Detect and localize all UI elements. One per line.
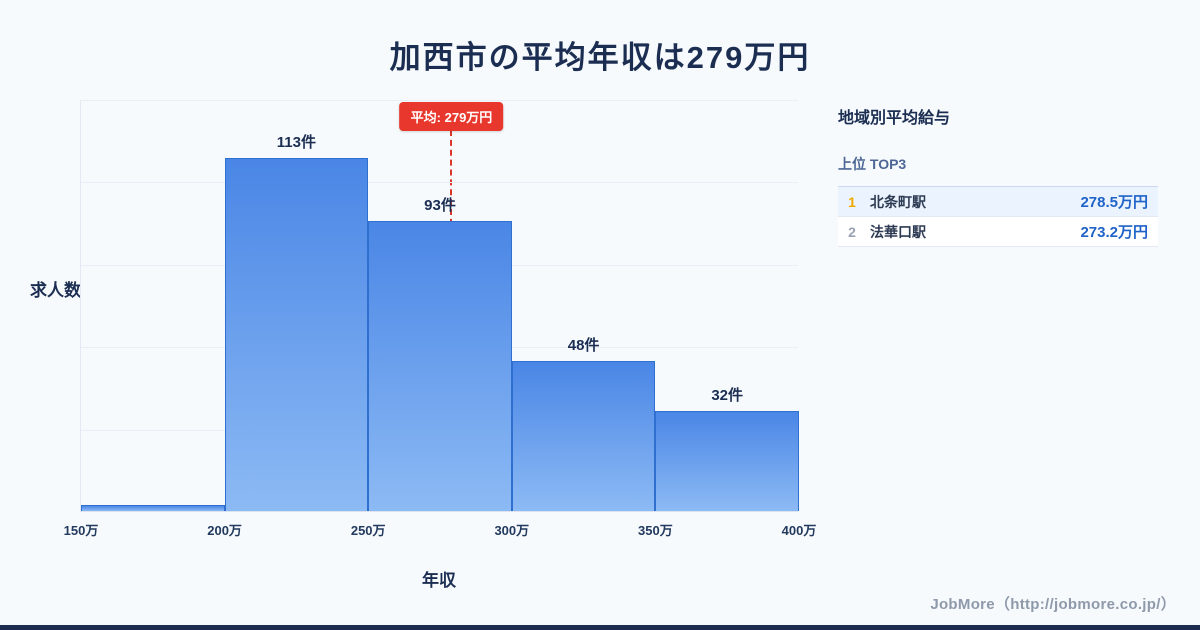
histogram-bar-350万-400万 — [655, 411, 799, 511]
x-tick-label: 400万 — [781, 523, 817, 538]
x-tick-label: 350万 — [638, 523, 673, 538]
x-tick-label: 250万 — [350, 523, 386, 538]
histogram-bar-200万-250万 — [224, 158, 369, 511]
salary-value: 278.5万円 — [1080, 194, 1148, 211]
sidebar: 地域別平均給与 上位 TOP3 1 北条町駅 278.5万円 2 法華口駅 273.2万円 — [838, 104, 1158, 247]
ranking-row: 2 法華口駅 273.2万円 — [838, 217, 1158, 247]
plot-area: 平均: 279万円 113件 93件 48件 32件 150万 200万 250万 300万 3… — [64, 100, 816, 538]
ranking-row: 1 北条町駅 278.5万円 — [838, 187, 1158, 217]
ranking-table: 1 北条町駅 278.5万円 2 法華口駅 273.2万円 — [838, 186, 1158, 247]
station-name: 北条町駅 — [870, 193, 926, 210]
bar-value-label: 93件 — [424, 196, 456, 214]
salary-value: 273.2万円 — [1080, 224, 1148, 241]
histogram-bar-150万-200万 — [81, 504, 225, 511]
footer-bar — [0, 625, 1200, 630]
sidebar-subheading: 上位 TOP3 — [838, 156, 907, 172]
average-badge: 平均: 279万円 — [399, 102, 504, 131]
bar-value-label: 32件 — [711, 387, 744, 405]
bar-value-label: 113件 — [276, 134, 316, 152]
sidebar-heading: 地域別平均給与 — [838, 110, 951, 127]
x-tick-label: 300万 — [494, 523, 530, 538]
x-axis-label: 年収 — [422, 571, 456, 590]
y-axis-label: 求人数 — [30, 281, 81, 300]
gridline — [81, 182, 798, 184]
station-name: 法華口駅 — [870, 223, 926, 240]
x-tick-label: 150万 — [63, 523, 99, 538]
rank-number: 1 — [848, 193, 856, 210]
x-tick-label: 200万 — [207, 523, 242, 538]
rank-number: 2 — [848, 223, 856, 240]
histogram-bar-300万-350万 — [511, 361, 656, 511]
page-title: 加西市の平均年収は279万円 — [389, 40, 811, 75]
gridline — [81, 100, 798, 101]
bar-value-label: 48件 — [567, 337, 600, 355]
footer-credit: JobMore（http://jobmore.co.jp/） — [930, 596, 1176, 613]
histogram-bar-250万-300万 — [368, 220, 512, 511]
